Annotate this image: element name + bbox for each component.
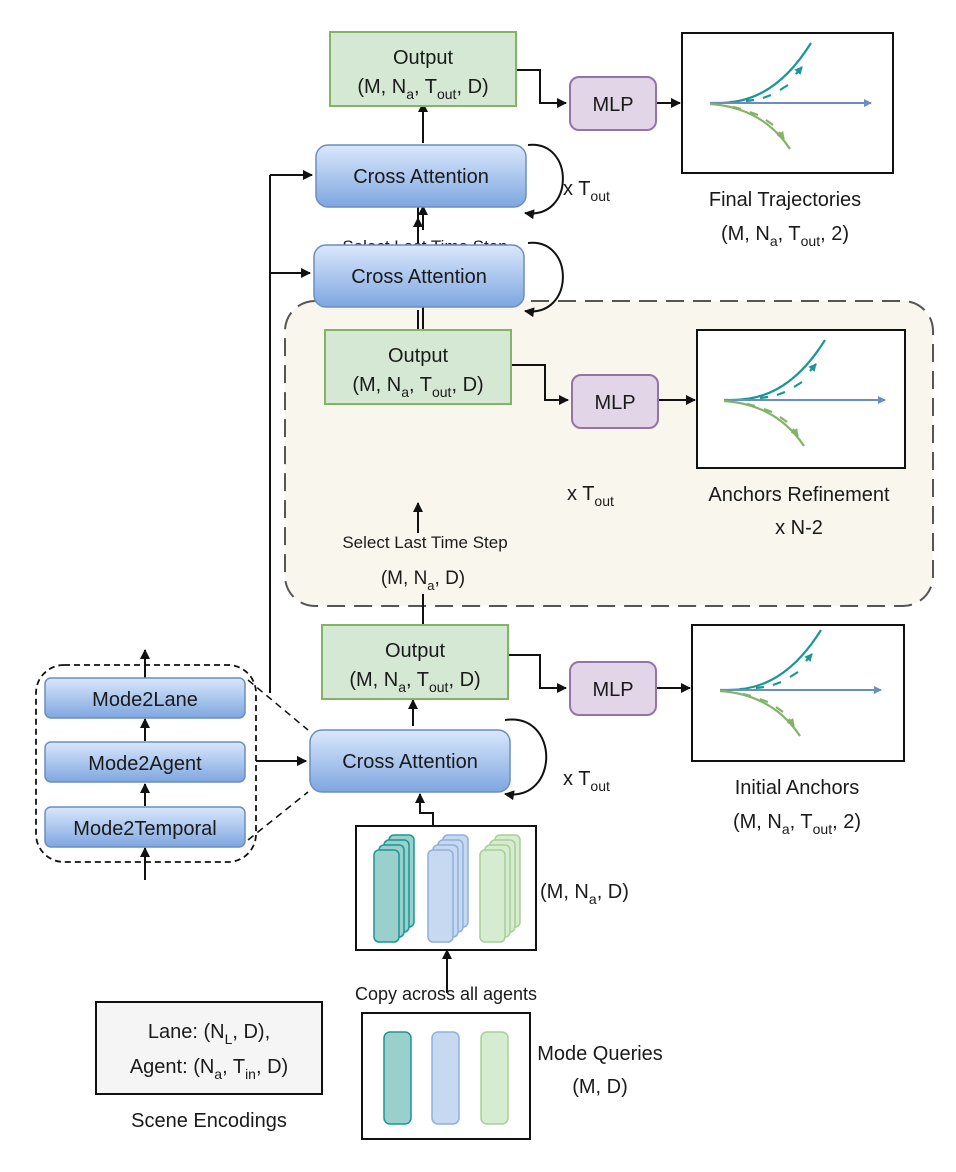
svg-text:MLP: MLP bbox=[594, 392, 635, 414]
svg-text:Output: Output bbox=[388, 345, 448, 367]
output-block-top: Output (M, Na, Tout, D) bbox=[329, 31, 517, 107]
cross-attention-top: Cross Attention bbox=[315, 144, 527, 208]
mode2lane-block: Mode2Lane bbox=[44, 677, 246, 719]
mlp-block-top: MLP bbox=[569, 76, 657, 131]
cross-attention-middle-box: Cross Attention bbox=[313, 244, 525, 308]
svg-text:(M, Na, Tout, D): (M, Na, Tout, D) bbox=[349, 669, 480, 695]
mode-queries-box bbox=[361, 1012, 531, 1140]
output-title: Output bbox=[393, 47, 453, 69]
svg-text:(M, Na, Tout, D): (M, Na, Tout, D) bbox=[352, 374, 483, 400]
svg-text:Output: Output bbox=[385, 640, 445, 662]
final-trajectories-title: Final Trajectories bbox=[709, 189, 861, 211]
svg-text:Mode2Temporal: Mode2Temporal bbox=[73, 818, 216, 840]
svg-text:Cross Attention: Cross Attention bbox=[342, 751, 478, 773]
svg-text:Cross Attention: Cross Attention bbox=[351, 266, 487, 288]
initial-anchors-plot bbox=[691, 624, 905, 762]
svg-text:Agent: (Na, Tin, D): Agent: (Na, Tin, D) bbox=[130, 1056, 288, 1082]
mode-queries-title: Mode Queries bbox=[537, 1043, 663, 1065]
cross-attention-bottom: Cross Attention bbox=[309, 729, 511, 793]
svg-text:Cross Attention: Cross Attention bbox=[353, 166, 489, 188]
query-stack-teal bbox=[373, 834, 415, 943]
mode-queries-shape: (M, D) bbox=[572, 1076, 628, 1098]
select-last-middle: Select Last Time Step bbox=[342, 533, 507, 552]
loop-label-middle: x Tout bbox=[567, 483, 614, 509]
mlp-block-middle: MLP bbox=[571, 374, 659, 429]
mlp-block-bottom: MLP bbox=[569, 661, 657, 716]
initial-anchors-shape: (M, Na, Tout, 2) bbox=[733, 811, 861, 837]
select-shape-middle: (M, Na, D) bbox=[381, 568, 465, 593]
mode2temporal-block: Mode2Temporal bbox=[44, 806, 246, 848]
svg-text:MLP: MLP bbox=[592, 94, 633, 116]
final-trajectories-shape: (M, Na, Tout, 2) bbox=[721, 223, 849, 249]
svg-text:Mode2Agent: Mode2Agent bbox=[88, 753, 202, 775]
final-trajectories-plot bbox=[681, 32, 894, 174]
scene-encodings-box: Lane: (NL, D), Agent: (Na, Tin, D) bbox=[95, 1001, 323, 1095]
svg-text:Mode2Lane: Mode2Lane bbox=[92, 689, 198, 711]
output-block-bottom: Output (M, Na, Tout, D) bbox=[321, 624, 509, 700]
copy-across-label: Copy across all agents bbox=[355, 984, 537, 1004]
cross-attention-detail-box bbox=[35, 664, 257, 863]
anchors-refinement-title: Anchors Refinement bbox=[708, 484, 890, 506]
loop-label-top: x Tout bbox=[563, 178, 610, 204]
scene-encodings-caption: Scene Encodings bbox=[131, 1110, 287, 1132]
query-stack-green bbox=[479, 834, 521, 943]
svg-text:MLP: MLP bbox=[592, 679, 633, 701]
query-copies-box bbox=[355, 825, 537, 951]
output-block-middle: Output (M, Na, Tout, D) bbox=[324, 329, 512, 405]
initial-anchors-title: Initial Anchors bbox=[735, 777, 860, 799]
svg-text:(M, Na, Tout, D): (M, Na, Tout, D) bbox=[357, 76, 488, 102]
anchors-refinement-repeat: x N-2 bbox=[775, 517, 823, 539]
query-stack-blue bbox=[427, 834, 469, 943]
anchors-refinement-plot bbox=[696, 329, 906, 469]
connectors bbox=[140, 69, 696, 993]
query-copies-shape: (M, Na, D) bbox=[540, 881, 629, 907]
loop-label-bottom: x Tout bbox=[563, 768, 610, 794]
mode2agent-block: Mode2Agent bbox=[44, 741, 246, 783]
svg-text:Lane: (NL, D),: Lane: (NL, D), bbox=[148, 1021, 270, 1047]
